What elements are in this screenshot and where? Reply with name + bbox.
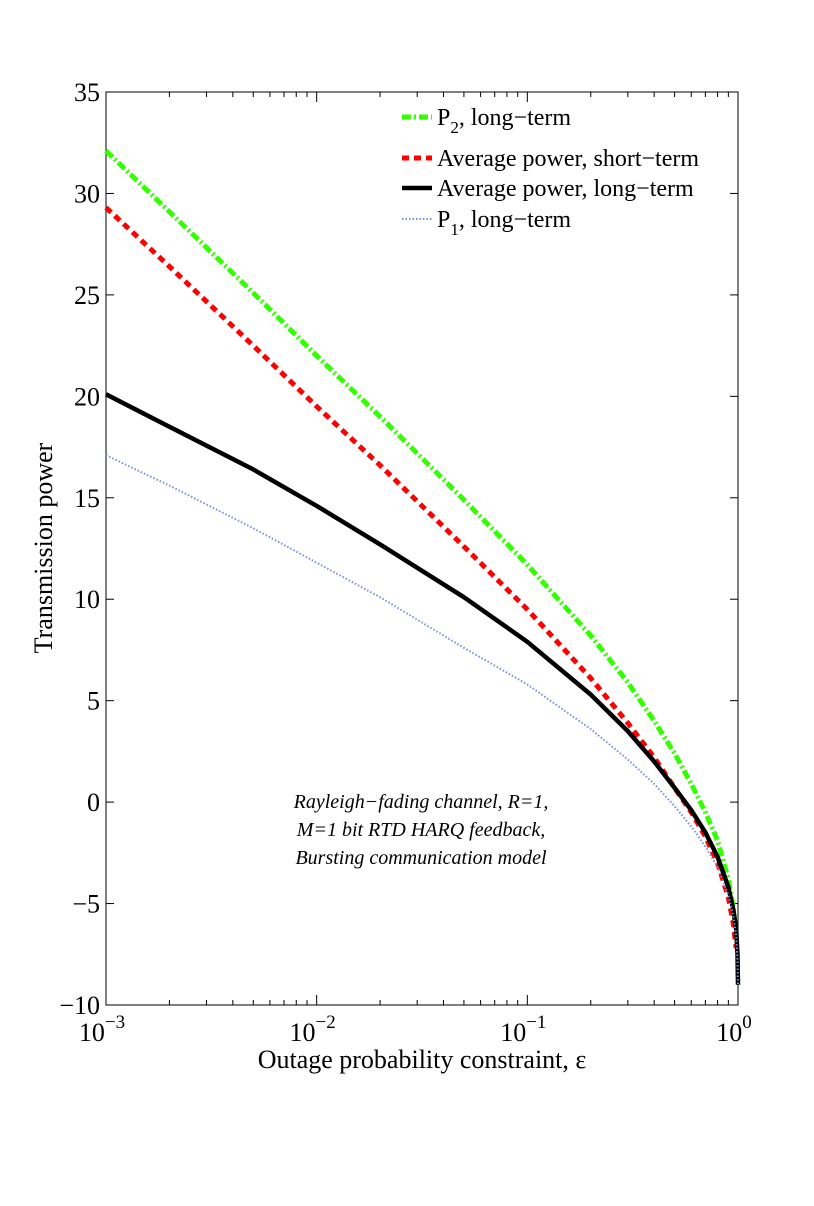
annotation-line-1: Rayleigh−fading channel, R=1, [293,791,549,813]
y-axis-title: Transmission power [29,442,58,653]
y-tick-label: 10 [74,585,100,614]
y-tick-label: 0 [87,788,100,817]
legend-label-1: P2, long−term [437,105,571,137]
annotation-line-3: Bursting communication model [295,847,547,869]
y-tick-label: 20 [74,382,100,411]
y-tick-label: −5 [72,890,100,919]
y-tick-label: 5 [87,687,100,716]
x-tick-label: 100 [716,1012,752,1047]
legend-label-2: Average power, short−term [437,146,699,172]
x-tick-label: 10−1 [500,1012,546,1047]
series-line-4 [105,454,739,985]
y-tick-label: −10 [59,991,100,1020]
y-tick-label: 30 [74,179,100,208]
legend-label-3: Average power, long−term [437,176,694,202]
ticks-layer: −10 −5 0 5 10 15 20 25 30 35 10−3 10−2 10−1 100 [59,78,751,1047]
x-tick-label: 10−3 [79,1012,125,1047]
y-tick-label: 35 [74,78,100,107]
series-line-3 [104,392,741,985]
annotation-line-2: M=1 bit RTD HARQ feedback, [296,819,545,841]
y-tick-label: 25 [74,281,100,310]
legend: P2, long−term Average power, short−term Av… [402,105,699,239]
x-axis-title: Outage probability constraint, ε [258,1045,587,1074]
y-tick-label: 15 [74,484,100,513]
series-line-1 [104,148,739,935]
series-line-2 [104,205,739,949]
x-tick-label: 10−2 [290,1012,336,1047]
legend-label-4: P1, long−term [437,207,571,239]
series-layer [104,148,741,985]
plot-area-frame [105,91,739,1006]
